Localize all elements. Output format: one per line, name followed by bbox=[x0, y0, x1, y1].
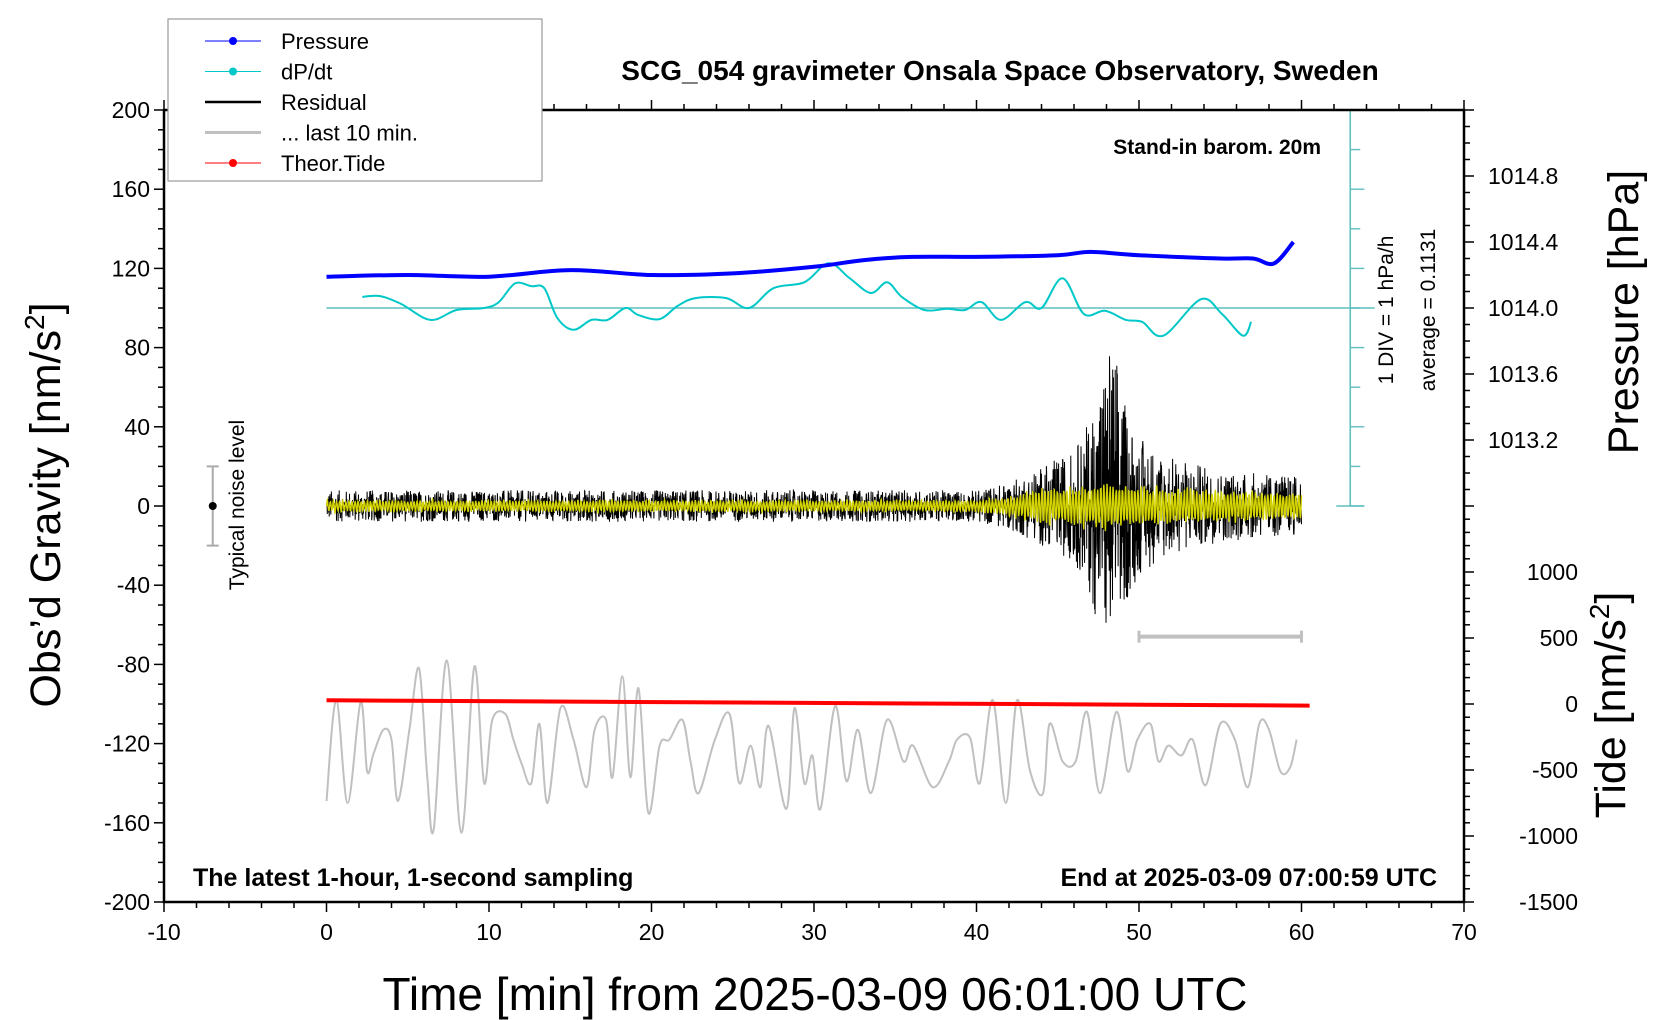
tick-labels: -10 0 10 20 30 40 50 60 70 200 160 120 80 40 0 -40 -80 -1… bbox=[104, 97, 1578, 945]
y-axis-title-sup: 2 bbox=[19, 314, 50, 330]
dpdt-series bbox=[362, 262, 1253, 338]
x-tick-label: 40 bbox=[964, 919, 990, 945]
legend-item: Theor.Tide bbox=[205, 151, 385, 176]
y-axis-title-gravity: Obs’d Gravity [nm/s2] bbox=[19, 302, 70, 707]
y-tick-label: 40 bbox=[124, 414, 150, 440]
pressure-tick-label: 1014.8 bbox=[1488, 163, 1558, 189]
x-tick-label: 70 bbox=[1451, 919, 1477, 945]
legend-marker bbox=[229, 159, 237, 167]
legend-label: dP/dt bbox=[281, 60, 332, 85]
pressure-tick-label: 1013.2 bbox=[1488, 427, 1558, 453]
x-tick-label: 50 bbox=[1126, 919, 1152, 945]
series-layer bbox=[206, 109, 1375, 835]
x-tick-label: 30 bbox=[801, 919, 827, 945]
legend-marker bbox=[229, 67, 237, 76]
y-tick-label: -200 bbox=[104, 889, 150, 915]
pressure-tick-label: 1013.6 bbox=[1488, 361, 1558, 387]
legend-label: Residual bbox=[281, 90, 367, 115]
filtered-residual-series bbox=[325, 483, 1303, 532]
legend-label: Pressure bbox=[281, 29, 369, 54]
pressure-tick-label: 1014.4 bbox=[1488, 229, 1559, 255]
legend-item: Residual bbox=[205, 90, 367, 115]
y-tick-label: -80 bbox=[117, 651, 150, 677]
legend-box bbox=[167, 18, 543, 182]
legend: Pressure dP/dt Residual ... last 10 min. The… bbox=[167, 18, 543, 182]
legend-marker bbox=[229, 37, 237, 45]
y-axis-title-pressure: Pressure [hPa] bbox=[1600, 170, 1648, 454]
y-axis-title-tide: Tide [nm/s2] bbox=[1584, 592, 1635, 819]
legend-item: ... last 10 min. bbox=[205, 121, 418, 146]
average-label: average = 0.1131 bbox=[1417, 229, 1440, 392]
noise-level-label: Typical noise level bbox=[226, 420, 249, 590]
x-tick-label: 60 bbox=[1289, 919, 1315, 945]
y-tick-label: 120 bbox=[112, 255, 150, 281]
tide-tick-label: 0 bbox=[1565, 691, 1578, 717]
y-tick-label: 80 bbox=[124, 335, 150, 361]
last-10-min-series bbox=[325, 659, 1298, 835]
legend-label: ... last 10 min. bbox=[281, 121, 418, 146]
plot-frame bbox=[162, 108, 1466, 904]
axes-ticks bbox=[154, 100, 1474, 912]
y-tick-label: 0 bbox=[137, 493, 150, 519]
x-tick-label: 20 bbox=[639, 919, 665, 945]
legend-label: Theor.Tide bbox=[281, 151, 385, 176]
tide-tick-label: -1000 bbox=[1519, 823, 1578, 849]
pressure-tick-label: 1014.0 bbox=[1488, 295, 1558, 321]
x-tick-label: -10 bbox=[147, 919, 180, 945]
chart-title: SCG_054 gravimeter Onsala Space Observat… bbox=[621, 55, 1378, 86]
tide-title-sup: 2 bbox=[1584, 604, 1615, 620]
tide-tick-label: -1500 bbox=[1519, 889, 1578, 915]
y-tick-label: -160 bbox=[104, 810, 150, 836]
div-scale-label: 1 DIV = 1 hPa/h bbox=[1375, 236, 1398, 385]
tide-tick-label: -500 bbox=[1532, 757, 1578, 783]
x-axis-title: Time [min] from 2025-03-09 06:01:00 UTC bbox=[383, 968, 1248, 1020]
residual-series bbox=[326, 356, 1302, 623]
legend-item: dP/dt bbox=[205, 60, 332, 85]
y-tick-label: 160 bbox=[112, 176, 150, 202]
legend-item: Pressure bbox=[205, 29, 369, 54]
tide-tick-label: 500 bbox=[1540, 625, 1578, 651]
tide-tick-label: 1000 bbox=[1527, 559, 1578, 585]
end-time-note: End at 2025-03-09 07:00:59 UTC bbox=[1060, 864, 1437, 892]
x-tick-label: 10 bbox=[476, 919, 502, 945]
tide-title-end: ] bbox=[1587, 592, 1635, 604]
sampling-note: The latest 1-hour, 1-second sampling bbox=[193, 864, 633, 892]
barometer-note: Stand-in barom. 20m bbox=[1113, 136, 1321, 159]
noise-level-dot bbox=[208, 502, 217, 510]
y-axis-title-end: ] bbox=[22, 302, 70, 314]
pressure-series bbox=[326, 240, 1295, 279]
y-tick-label: 200 bbox=[112, 97, 150, 123]
tide-series bbox=[326, 698, 1310, 708]
y-tick-label: -120 bbox=[104, 731, 150, 757]
y-axis-title-text: Obs’d Gravity [nm/s bbox=[22, 330, 70, 708]
tide-title-text: Tide [nm/s bbox=[1587, 619, 1635, 818]
x-tick-label: 0 bbox=[320, 919, 333, 945]
y-tick-label: -40 bbox=[117, 572, 150, 598]
